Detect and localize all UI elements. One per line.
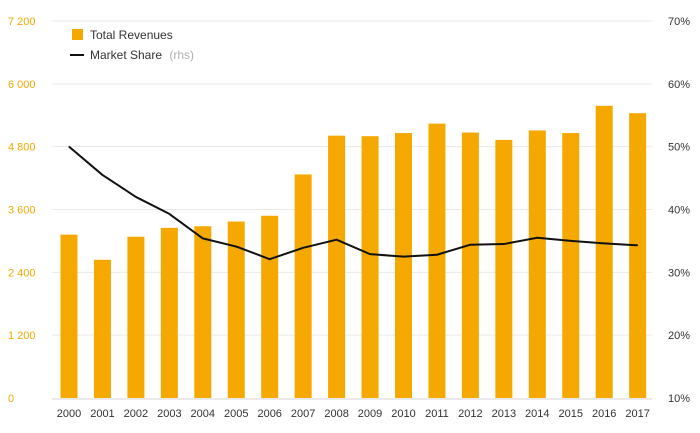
x-tick-label: 2016 — [592, 408, 616, 420]
legend-label-total-revenues: Total Revenues — [90, 28, 173, 42]
x-tick-label: 2012 — [458, 408, 482, 420]
bar-2015 — [562, 133, 580, 399]
line-point-2004 — [202, 237, 204, 239]
x-tick-label: 2015 — [559, 408, 583, 420]
y-right-tick-label: 70% — [668, 16, 690, 28]
x-tick-label: 2010 — [391, 408, 415, 420]
y-right-tick-label: 60% — [668, 79, 690, 91]
legend-swatch-total-revenues — [72, 29, 83, 40]
y-left-tick-label: 7 200 — [8, 16, 36, 28]
legend-label-market-share-text: Market Share — [90, 48, 162, 62]
y-right-tick-label: 10% — [668, 393, 690, 405]
line-point-2005 — [235, 246, 237, 248]
line-point-2003 — [168, 213, 170, 215]
y-right-tick-label: 20% — [668, 330, 690, 342]
y-left-tick-label: 6 000 — [8, 79, 36, 91]
y-left-tick-label: 2 400 — [8, 267, 36, 279]
bar-series — [60, 105, 647, 399]
line-point-2009 — [369, 253, 371, 255]
bar-2008 — [328, 135, 346, 399]
x-tick-label: 2000 — [57, 408, 81, 420]
line-point-2002 — [135, 196, 137, 198]
x-axis: 2000 2001 2002 2003 2004 2005 2006 2007 2008 2009… — [52, 398, 652, 420]
left-axis: 0 1 200 2 400 3 600 4 800 6 000 7 200 — [8, 16, 36, 405]
x-tick-label: 2011 — [425, 408, 449, 420]
x-tick-label: 2009 — [358, 408, 382, 420]
y-left-tick-label: 0 — [8, 393, 14, 405]
bar-2004 — [194, 226, 212, 398]
bar-2011 — [428, 123, 446, 398]
x-tick-label: 2007 — [291, 408, 315, 420]
x-tick-label: 2014 — [525, 408, 549, 420]
legend-label-market-share: Market Share (rhs) — [90, 48, 194, 62]
x-tick-label: 2004 — [191, 408, 215, 420]
y-right-tick-label: 30% — [668, 267, 690, 279]
x-tick-label: 2003 — [157, 408, 181, 420]
bar-2009 — [361, 136, 379, 398]
line-point-2013 — [503, 243, 505, 245]
line-point-2012 — [469, 244, 471, 246]
line-series — [68, 145, 639, 261]
y-left-tick-label: 1 200 — [8, 330, 36, 342]
legend: Total Revenues Market Share (rhs) — [70, 28, 194, 62]
x-tick-label: 2008 — [324, 408, 348, 420]
y-left-tick-label: 4 800 — [8, 142, 36, 154]
bar-2003 — [160, 227, 178, 398]
legend-label-market-share-suffix: (rhs) — [169, 48, 194, 62]
bar-2000 — [60, 234, 78, 398]
bar-2012 — [461, 132, 479, 398]
bar-2014 — [528, 130, 546, 398]
line-point-2010 — [403, 256, 404, 258]
line-point-2017 — [637, 244, 639, 246]
bar-2001 — [93, 259, 111, 398]
y-right-tick-label: 40% — [668, 205, 690, 217]
x-tick-label: 2005 — [224, 408, 248, 420]
x-tick-label: 2002 — [124, 408, 148, 420]
bar-2016 — [595, 105, 613, 398]
line-point-2001 — [101, 174, 103, 176]
bar-2006 — [261, 215, 279, 398]
bar-2007 — [294, 174, 312, 398]
gridlines — [52, 20, 652, 336]
line-point-2011 — [436, 254, 438, 256]
line-point-2006 — [269, 258, 271, 260]
x-tick-label: 2001 — [90, 408, 114, 420]
line-point-2015 — [570, 240, 572, 242]
y-right-tick-label: 50% — [668, 142, 690, 154]
market-share-line — [68, 145, 638, 261]
bar-2002 — [127, 236, 145, 398]
bar-2010 — [395, 133, 412, 399]
bar-2005 — [227, 221, 245, 398]
line-point-2016 — [603, 242, 605, 244]
x-tick-label: 2013 — [492, 408, 516, 420]
bar-2017 — [629, 113, 647, 398]
bar-2013 — [495, 139, 513, 399]
line-point-2000 — [68, 146, 70, 148]
line-point-2008 — [336, 239, 338, 241]
line-point-2007 — [302, 247, 304, 249]
x-tick-label: 2006 — [257, 408, 281, 420]
line-point-2014 — [536, 237, 538, 239]
x-tick-label: 2017 — [625, 408, 649, 420]
right-axis: 10% 20% 30% 40% 50% 60% 70% — [668, 16, 690, 405]
y-left-tick-label: 3 600 — [8, 205, 36, 217]
